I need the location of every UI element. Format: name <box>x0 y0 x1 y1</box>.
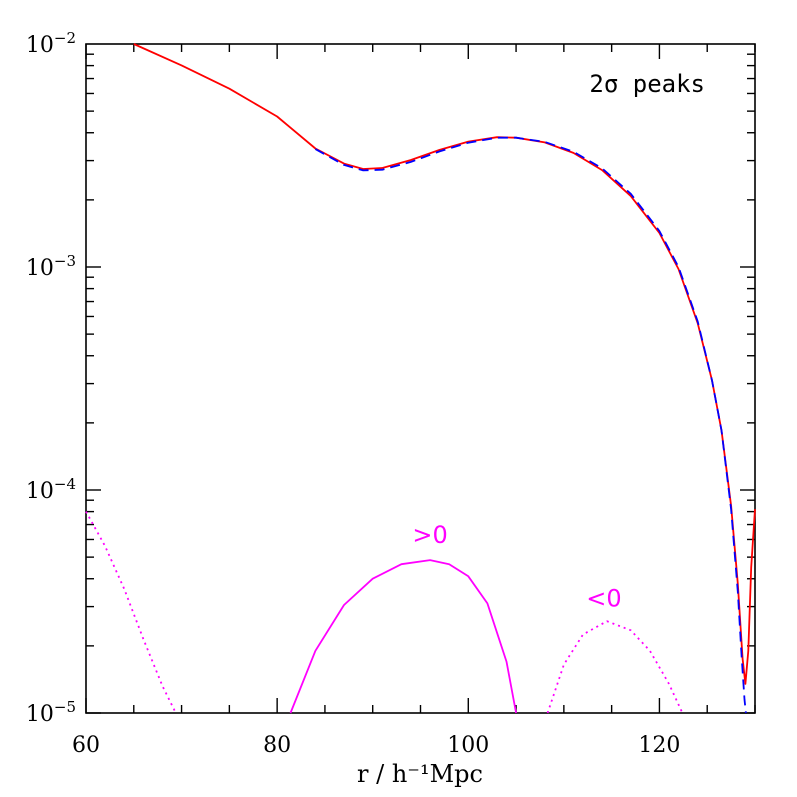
y-tick-label: 10−4 <box>26 475 76 504</box>
y-tick-label: 10−3 <box>26 252 76 281</box>
axis-ticks <box>85 44 756 714</box>
x-tick-label: 80 <box>263 733 291 758</box>
annotations: >0 <0 <box>412 521 621 613</box>
series-line-5-dotted <box>546 620 684 714</box>
series-line-3-solid <box>289 559 517 714</box>
series-line-4-dotted <box>85 511 177 714</box>
series-line-1-solid <box>133 43 756 685</box>
x-tick-label: 120 <box>638 733 680 758</box>
annotation-label: >0 <box>412 521 447 549</box>
legend-text: 2σ peaks <box>589 70 705 98</box>
y-tick-label: 10−2 <box>26 29 76 58</box>
series-line-2-dashed <box>314 136 747 714</box>
series-layer <box>85 43 756 714</box>
x-tick-label: 100 <box>447 733 489 758</box>
x-tick-label: 60 <box>72 733 100 758</box>
y-tick-label: 10−5 <box>26 698 76 727</box>
tick-labels: 60 80 100 120 10−2 10−3 10−4 10−5 <box>26 29 681 758</box>
plot-frame <box>85 43 756 714</box>
annotation-label: <0 <box>586 585 621 613</box>
x-axis-label: r / h⁻¹Mpc <box>357 760 483 788</box>
